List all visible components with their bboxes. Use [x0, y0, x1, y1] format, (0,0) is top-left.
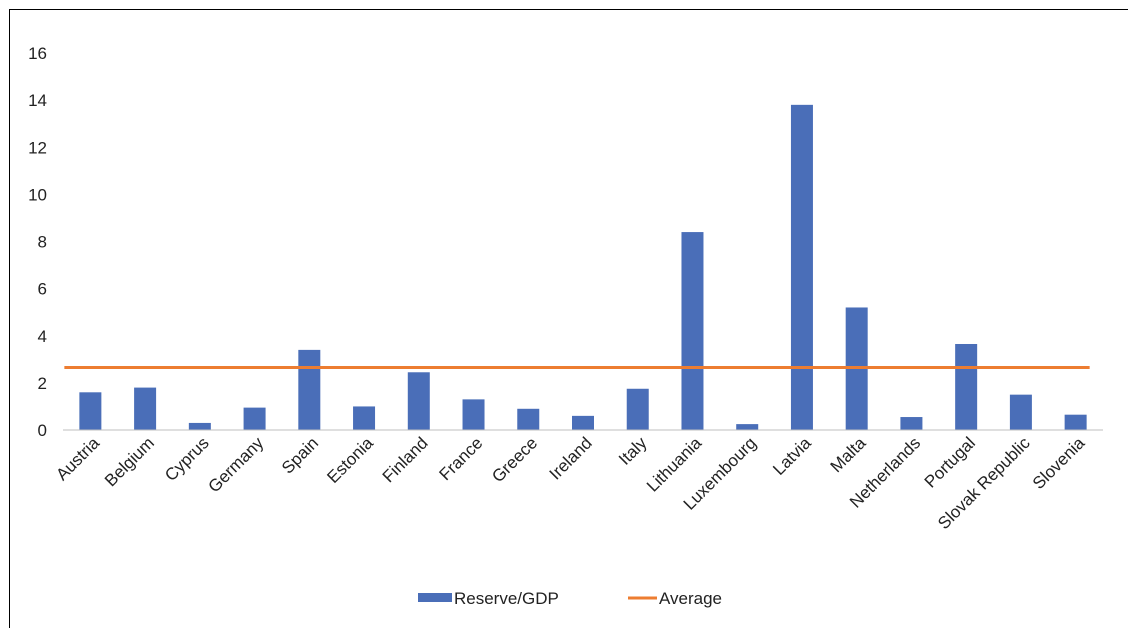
x-tick-label: Belgium: [101, 433, 158, 490]
y-tick-label: 4: [38, 327, 47, 346]
x-tick-label: Latvia: [769, 433, 815, 479]
legend-label-average: Average: [659, 589, 722, 608]
bar: [1009, 394, 1032, 430]
bar: [572, 415, 594, 430]
bar: [681, 232, 704, 430]
x-tick-label: Ireland: [546, 433, 596, 483]
bar: [1064, 414, 1087, 430]
legend-swatch-reserve: [418, 593, 452, 602]
bar: [353, 406, 376, 430]
x-tick-label: Slovak Republic: [934, 433, 1034, 533]
bar: [298, 349, 321, 430]
bar: [188, 422, 211, 430]
y-tick-label: 6: [38, 280, 47, 299]
x-tick-label: Italy: [615, 433, 651, 469]
y-tick-label: 8: [38, 233, 47, 252]
y-tick-label: 2: [38, 374, 47, 393]
bar: [407, 372, 430, 430]
x-tick-label: France: [435, 433, 486, 484]
x-tick-label: Finland: [379, 433, 432, 486]
y-tick-label: 10: [28, 185, 47, 204]
chart-frame: [9, 9, 1128, 628]
bar: [736, 424, 759, 430]
y-axis: 0 2 4 6 8 10 12 14 16: [28, 44, 47, 440]
x-tick-label: Slovenia: [1029, 433, 1089, 493]
y-tick-label: 14: [28, 91, 47, 110]
bar: [517, 408, 540, 430]
bar: [626, 388, 649, 430]
bar: [462, 399, 485, 430]
bar: [955, 343, 978, 430]
y-tick-label: 16: [28, 44, 47, 63]
x-tick-label: Cyprus: [161, 433, 213, 485]
bar: [79, 392, 102, 430]
x-tick-label: Austria: [52, 433, 103, 484]
bar: [900, 417, 923, 430]
bar: [790, 104, 813, 431]
x-tick-label: Germany: [205, 433, 268, 496]
x-tick-label: Malta: [827, 433, 870, 476]
bar: [243, 407, 266, 430]
x-tick-label: Estonia: [323, 433, 377, 487]
x-tick-label: Spain: [278, 433, 322, 477]
x-tick-label: Greece: [488, 433, 541, 486]
legend: Reserve/GDP Average: [418, 589, 722, 608]
bar-series: [79, 104, 1087, 431]
y-tick-label: 12: [28, 138, 47, 157]
y-tick-label: 0: [38, 421, 47, 440]
bar: [134, 387, 157, 430]
legend-label-reserve: Reserve/GDP: [454, 589, 559, 608]
